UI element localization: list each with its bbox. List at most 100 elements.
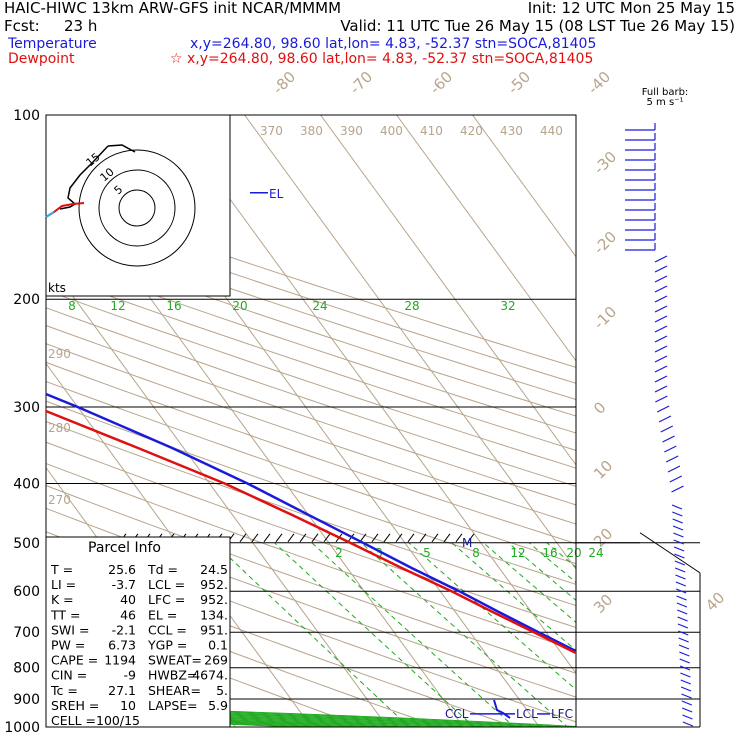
isotherm-label: -70 [346,68,376,98]
inversion-hatch [443,533,451,543]
dry-adiabat-line [46,289,576,469]
parcel-value: 40 [120,592,136,607]
isotherm-label: -60 [426,68,456,98]
theta-label: 270 [48,493,71,507]
inversion-hatch [239,533,247,543]
wind-barb-shaft [677,609,688,615]
inversion-hatch [251,533,259,543]
hodograph-ring [98,169,176,247]
theta-label: 380 [300,124,323,138]
parcel-value: 1194 [104,653,136,668]
pressure-tick-label: 300 [13,400,40,416]
wind-barb-shaft [675,574,686,580]
inversion-hatch [395,533,403,543]
isotherm-label: 0 [590,398,609,417]
inversion-hatch [431,533,439,543]
mixing-ratio-label: 3 [375,546,383,560]
dry-adiabat-line [46,240,576,417]
wind-barb-shaft [675,588,687,594]
theta-label: 440 [540,124,563,138]
wind-barb-shaft [676,602,688,608]
mixing-ratio-line [213,542,410,727]
parcel-label: SWI = [51,622,89,637]
parcel-label: CAPE = [51,653,98,668]
hodograph-trace-sfc [45,211,55,218]
wind-barb-shaft [654,345,668,353]
wind-barb-shaft [681,693,692,699]
dry-adiabat-line [46,325,576,506]
inversion-hatch [311,533,319,543]
parcel-value: -2.1 [112,622,136,637]
isotherm-line [396,115,576,362]
wind-barb-shaft [654,265,668,273]
parcel-label: CIN = [51,668,87,683]
moist-adiabat-label: 24 [312,299,327,313]
theta-label: 390 [340,124,363,138]
wind-barb-shaft [665,455,679,463]
wind-barb-shaft [664,445,677,453]
dry-adiabat-line [46,441,576,629]
inversion-hatch [275,533,283,543]
wind-barb-shaft [656,405,670,413]
moist-adiabat-label: 12 [110,299,125,313]
wind-barb-shaft [674,553,685,559]
parcel-label: CELL = [51,713,96,728]
moist-adiabat-label: 28 [404,299,419,313]
parcel-label: T = [50,562,73,577]
theta-label: 430 [500,124,523,138]
wind-barb-shaft [654,315,668,323]
parcel-label: LCL = [148,577,185,592]
dry-adiabat-line [46,606,365,727]
parcel-value: 951. [200,622,228,637]
mixing-ratio-label: 5 [423,546,431,560]
mixing-ratio-label: 24 [588,546,603,560]
moist-adiabat-label: 8 [68,299,76,313]
wind-barb-shaft [677,616,688,622]
wind-barb-shaft [673,539,684,545]
parcel-label: HWBZ= [148,668,197,683]
isotherm-label: -50 [504,68,534,98]
theta-label: 290 [48,347,71,361]
parcel-label: SREH = [51,698,99,713]
parcel-label: PW = [51,638,85,653]
pressure-tick-label: 500 [13,536,40,552]
mixing-ratio-label: 12 [510,546,525,560]
parcel-value: -9 [124,668,137,683]
pressure-tick-label: 100 [13,108,40,124]
init-time: Init: 12 UTC Mon 25 May 15 [528,0,735,17]
hodograph-trace-upper [59,145,109,210]
wind-barb-shaft [654,385,668,393]
hodograph-ring [118,189,156,227]
isotherm-label: -30 [590,148,620,178]
inversion-hatch [287,533,295,543]
isotherm-line [0,115,17,740]
wind-barb-shaft [672,511,683,517]
mixing-ratio-line [482,542,576,623]
theta-label: 400 [380,124,403,138]
dewpoint-profile [46,409,576,655]
parcel-label: Tc = [50,683,78,698]
isotherm-line [46,362,312,727]
theta-label: 420 [460,124,483,138]
pressure-tick-label: 700 [13,625,40,641]
wind-barb-shaft [660,425,674,433]
isotherm-label: -40 [584,68,614,98]
dry-adiabat-line [46,400,576,585]
wind-barb-shaft [674,560,686,566]
mixing-ratio-label: 16 [542,546,557,560]
isotherm-line [168,115,576,674]
dry-adiabat-line [46,256,576,434]
wind-barb-shaft [654,255,668,263]
parcel-top-marker: M [462,536,472,550]
wind-barb-shaft [654,365,668,373]
isotherm-label: 30 [590,591,616,617]
isotherm-label: -80 [269,68,299,98]
isotherm-line [244,115,576,570]
wind-barb-shaft [677,623,689,629]
wind-barb-shaft [680,672,691,678]
hodograph-ring [78,149,196,267]
parcel-title: Parcel Info [88,540,161,556]
inversion-hatch [299,533,307,543]
isotherm-label: -20 [590,228,620,258]
pressure-tick-label: 900 [13,692,40,708]
